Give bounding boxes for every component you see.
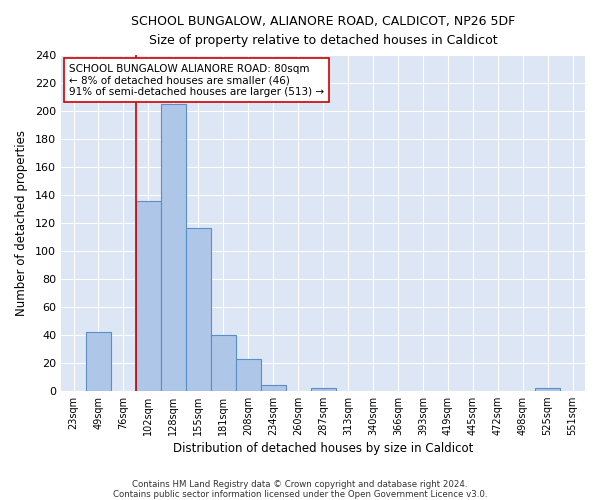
Text: SCHOOL BUNGALOW ALIANORE ROAD: 80sqm
← 8% of detached houses are smaller (46)
91: SCHOOL BUNGALOW ALIANORE ROAD: 80sqm ← 8… [69, 64, 324, 96]
Bar [86, 332, 111, 390]
X-axis label: Distribution of detached houses by size in Caldicot: Distribution of detached houses by size … [173, 442, 473, 455]
Bar [236, 358, 260, 390]
Bar [311, 388, 335, 390]
Text: Contains HM Land Registry data © Crown copyright and database right 2024.: Contains HM Land Registry data © Crown c… [132, 480, 468, 489]
Y-axis label: Number of detached properties: Number of detached properties [15, 130, 28, 316]
Bar [260, 385, 286, 390]
Bar [211, 335, 236, 390]
Title: SCHOOL BUNGALOW, ALIANORE ROAD, CALDICOT, NP26 5DF
Size of property relative to : SCHOOL BUNGALOW, ALIANORE ROAD, CALDICOT… [131, 15, 515, 47]
Text: Contains public sector information licensed under the Open Government Licence v3: Contains public sector information licen… [113, 490, 487, 499]
Bar [186, 228, 211, 390]
Bar [161, 104, 186, 391]
Bar [136, 200, 161, 390]
Bar [535, 388, 560, 390]
